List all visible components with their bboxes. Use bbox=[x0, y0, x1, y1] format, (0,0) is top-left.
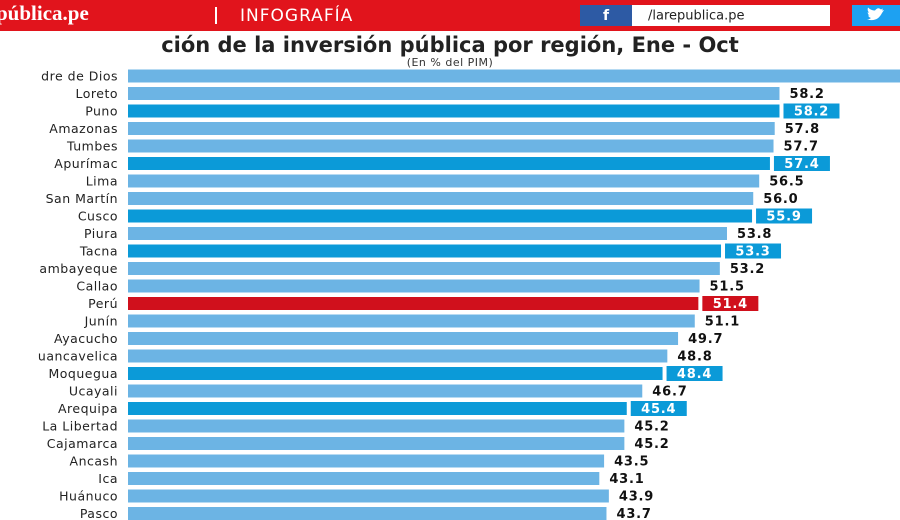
chart-subtitle: (En % del PIM) bbox=[407, 56, 494, 69]
category-label: Ica bbox=[98, 471, 118, 486]
category-label: uancavelica bbox=[38, 349, 118, 364]
facebook-button[interactable] bbox=[580, 5, 632, 26]
bar bbox=[128, 157, 770, 170]
bar bbox=[128, 192, 754, 205]
value-label: 45.2 bbox=[634, 437, 669, 452]
category-label: Cajamarca bbox=[47, 436, 118, 451]
brand: pública.pe bbox=[0, 1, 89, 25]
category-label: Apurímac bbox=[54, 156, 118, 171]
bar bbox=[128, 244, 722, 258]
bar bbox=[128, 139, 774, 153]
value-label-box bbox=[666, 366, 723, 381]
bar bbox=[128, 69, 900, 83]
bar bbox=[128, 507, 607, 520]
category-label: Puno bbox=[85, 104, 118, 119]
value-label: 51.4 bbox=[713, 297, 748, 312]
bar bbox=[128, 174, 760, 188]
value-label-box bbox=[702, 296, 759, 311]
value-label: 51.1 bbox=[705, 315, 740, 330]
category-label: Ucayali bbox=[69, 384, 118, 399]
value-label: 49.7 bbox=[688, 332, 723, 347]
section: INFOGRAFÍA bbox=[240, 4, 353, 26]
category-label: Arequipa bbox=[58, 401, 118, 416]
category-label: Lima bbox=[86, 174, 118, 189]
bar bbox=[128, 209, 753, 223]
bar bbox=[128, 454, 605, 468]
value-label: 58.2 bbox=[794, 105, 829, 120]
value-label: 48.8 bbox=[677, 350, 712, 365]
value-label: 57.4 bbox=[784, 157, 819, 172]
category-label: Loreto bbox=[76, 86, 119, 101]
value-label: 43.5 bbox=[614, 455, 649, 470]
value-label: 46.7 bbox=[652, 385, 687, 400]
bar bbox=[128, 384, 643, 398]
value-label: 43.1 bbox=[609, 472, 644, 487]
facebook-icon: f bbox=[603, 8, 610, 24]
facebook-handle-box[interactable] bbox=[632, 5, 830, 26]
value-label-box bbox=[773, 156, 830, 171]
value-label: 43.9 bbox=[619, 490, 654, 505]
value-label: 45.4 bbox=[641, 402, 676, 417]
category-label: Amazonas bbox=[49, 121, 118, 136]
bar bbox=[128, 472, 600, 485]
value-label-box bbox=[783, 103, 840, 119]
value-label: 57.8 bbox=[785, 122, 820, 137]
value-label: 53.8 bbox=[737, 227, 772, 242]
value-label: 56.0 bbox=[763, 192, 798, 207]
value-label: 53.2 bbox=[730, 262, 765, 277]
value-label-box bbox=[630, 401, 687, 416]
category-label: Cusco bbox=[78, 209, 118, 224]
value-label: 58.2 bbox=[789, 87, 824, 102]
value-label: 48.4 bbox=[677, 367, 712, 382]
value-label-box bbox=[756, 208, 813, 224]
bar bbox=[128, 402, 627, 415]
category-label: La Libertad bbox=[42, 419, 118, 434]
bar bbox=[128, 367, 663, 380]
value-label: 55.9 bbox=[766, 210, 801, 225]
value-label: 45.2 bbox=[634, 420, 669, 435]
bar bbox=[128, 279, 700, 293]
bar bbox=[128, 332, 679, 345]
value-label: 43.7 bbox=[616, 507, 651, 520]
bar bbox=[128, 122, 775, 135]
category-label: Junín bbox=[84, 314, 118, 329]
bar bbox=[128, 437, 625, 450]
facebook-handle: /larepublica.pe bbox=[648, 9, 744, 24]
bar bbox=[128, 349, 668, 363]
category-label: Moquegua bbox=[49, 366, 119, 381]
bar bbox=[128, 104, 780, 118]
chart-title: ción de la inversión pública por región,… bbox=[161, 33, 739, 57]
category-label: Tacna bbox=[79, 244, 118, 259]
bar bbox=[128, 314, 695, 328]
category-label: dre de Dios bbox=[41, 69, 118, 84]
value-label: 57.7 bbox=[784, 140, 819, 155]
bar bbox=[128, 419, 625, 433]
value-label: 51.5 bbox=[710, 280, 745, 295]
twitter-icon bbox=[867, 7, 884, 21]
value-label: 56.5 bbox=[769, 175, 804, 190]
bar bbox=[128, 297, 699, 310]
category-label: Callao bbox=[76, 279, 118, 294]
category-label: Tumbes bbox=[66, 139, 118, 154]
category-label: Ancash bbox=[70, 454, 118, 469]
bar bbox=[128, 87, 780, 100]
bar bbox=[128, 262, 720, 275]
category-label: Piura bbox=[84, 226, 118, 241]
category-label: Perú bbox=[88, 296, 118, 311]
category-label: Pasco bbox=[80, 506, 118, 520]
category-label: San Martín bbox=[46, 191, 118, 206]
category-label: Huánuco bbox=[59, 489, 118, 504]
bar bbox=[128, 227, 727, 240]
value-label: 53.3 bbox=[735, 245, 770, 260]
category-label: Ayacucho bbox=[54, 331, 118, 346]
bar bbox=[128, 489, 609, 503]
category-label: ambayeque bbox=[39, 261, 118, 276]
value-label-box bbox=[725, 243, 782, 259]
